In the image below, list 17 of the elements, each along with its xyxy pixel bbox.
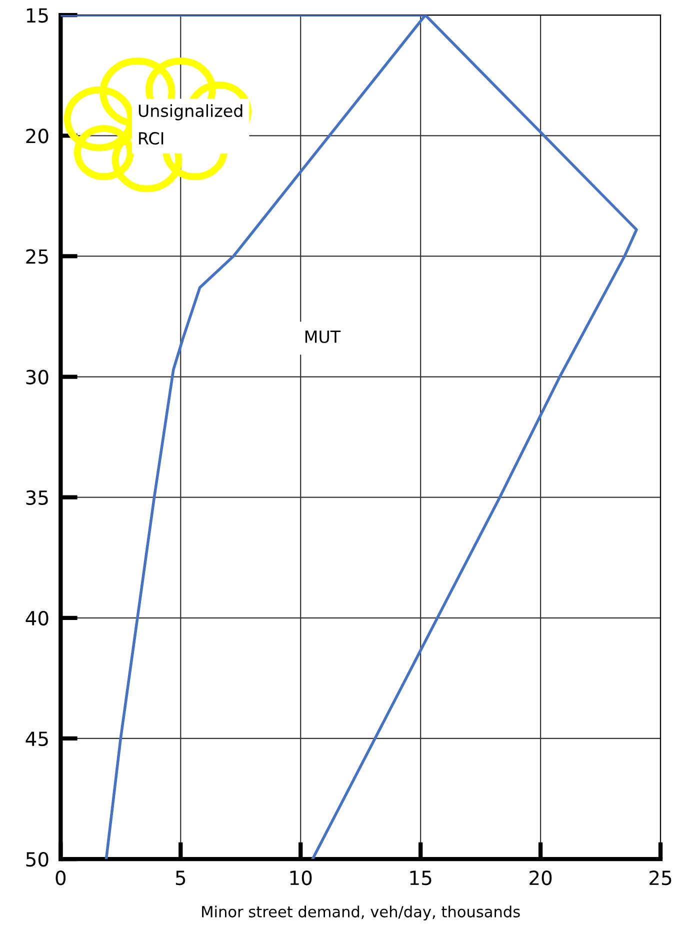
y-tick-label: 35 <box>26 490 48 506</box>
y-tick-label: 15 <box>26 8 48 23</box>
x-tick-label: 20 <box>530 870 552 886</box>
x-tick-label: 15 <box>410 870 432 886</box>
y-tick-label: 40 <box>26 610 48 626</box>
x-tick-label: 10 <box>290 870 312 886</box>
y-tick-label: 30 <box>26 370 48 384</box>
x-tick-label: 0 <box>56 870 66 886</box>
annotation: MUT <box>305 330 341 344</box>
y-tick-label: 45 <box>26 732 48 746</box>
annotation: Unsignalized RCI <box>138 104 242 145</box>
x-tick-label: 25 <box>650 870 672 886</box>
x-tick-label: 5 <box>176 870 186 886</box>
x-axis-title: Minor street demand, veh/day, thousands <box>202 906 520 920</box>
y-tick-label: 50 <box>26 852 48 867</box>
y-tick-label: 25 <box>26 249 48 264</box>
y-tick-label: 20 <box>26 128 48 144</box>
